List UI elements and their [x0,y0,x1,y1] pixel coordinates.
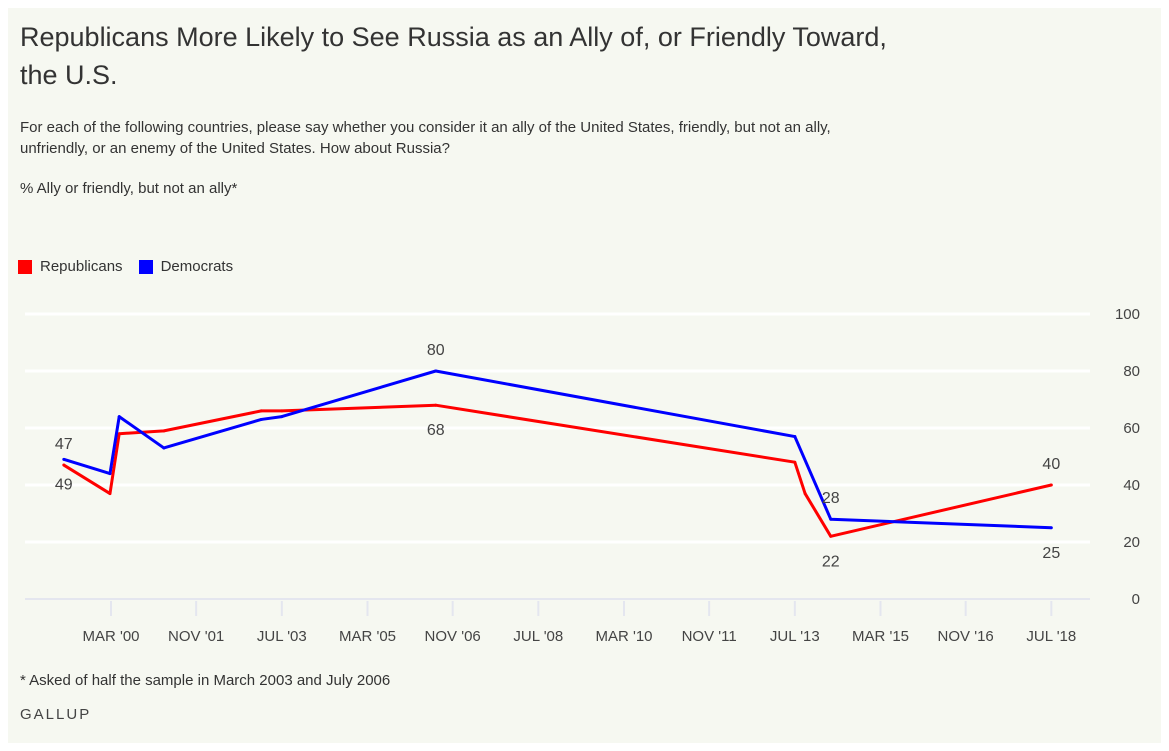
y-tick-label: 80 [1123,363,1140,380]
y-tick-label: 20 [1123,534,1140,551]
data-point [117,432,121,436]
data-point [62,457,66,461]
data-point [1049,526,1053,530]
chart-card [8,8,1161,743]
y-tick-label: 100 [1115,306,1140,323]
data-point [108,472,112,476]
data-point [259,417,263,421]
x-tick-label: NOV '16 [938,628,994,645]
legend: Republicans Democrats [18,258,233,275]
x-tick-label: JUL '18 [1026,628,1076,645]
data-point [793,435,797,439]
x-tick-label: NOV '11 [682,628,737,645]
y-tick-label: 60 [1123,420,1140,437]
legend-item-democrats[interactable]: Democrats [138,258,234,275]
data-point [829,534,833,538]
data-label: 68 [427,422,445,439]
data-point [803,492,807,496]
x-tick-label: JUL '03 [257,628,307,645]
data-label: 49 [55,476,73,493]
x-tick-label: MAR '15 [852,628,909,645]
data-point [829,517,833,521]
y-tick-label: 0 [1132,591,1140,608]
legend-label: Democrats [160,258,234,275]
chart-subtitle: For each of the following countries, ple… [20,119,831,157]
data-label: 28 [822,490,840,507]
measure-label: % Ally or friendly, but not an ally* [20,180,238,197]
x-tick-label: MAR '00 [82,628,139,645]
data-point [280,409,284,413]
data-point [162,429,166,433]
series-line-republicans [63,403,1052,538]
data-point [259,409,263,413]
data-point [1049,483,1053,487]
data-label: 40 [1042,456,1060,473]
data-label: 22 [822,553,840,570]
legend-swatch-republicans [18,259,32,274]
footnote: * Asked of half the sample in March 2003… [20,672,391,689]
legend-item-republicans[interactable]: Republicans [18,258,123,275]
data-point [793,460,797,464]
chart-title: Republicans More Likely to See Russia as… [20,22,887,90]
x-tick-label: MAR '10 [595,628,652,645]
gallup-logo: GALLUP [20,706,92,723]
x-tick-label: MAR '05 [339,628,396,645]
x-tick-label: NOV '01 [168,628,224,645]
y-tick-label: 40 [1123,477,1140,494]
data-point [280,415,284,419]
data-point [117,415,121,419]
data-label: 80 [427,342,445,359]
series-line-democrats [63,369,1052,530]
data-label: 47 [55,436,73,453]
legend-swatch-democrats [138,259,153,274]
data-point [434,369,438,373]
legend-label: Republicans [40,258,123,275]
data-point [62,463,66,467]
data-point [108,492,112,496]
x-tick-label: JUL '13 [770,628,820,645]
x-tick-label: NOV '06 [425,628,481,645]
x-tick-label: JUL '08 [513,628,563,645]
data-label: 25 [1042,545,1060,562]
data-point [162,446,166,450]
data-point [434,403,438,407]
